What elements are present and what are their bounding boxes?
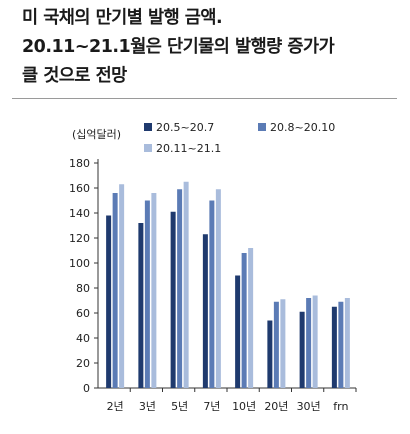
x-tick-label: 5년: [171, 400, 188, 413]
title-divider: [12, 98, 397, 99]
bar-frn-series-2: [338, 301, 344, 388]
bar-3년-series-2: [144, 200, 150, 388]
title-line-1: 미 국채의 만기별 발행 금액.: [22, 8, 223, 28]
bar-7년-series-1: [202, 234, 208, 388]
y-tick-label: 120: [69, 232, 90, 245]
legend-label-1: 20.5~20.7: [156, 121, 214, 134]
x-tick-label: 10년: [232, 400, 256, 413]
bar-3년-series-3: [151, 193, 157, 388]
y-tick-label: 0: [83, 382, 90, 395]
y-tick-label: 60: [76, 307, 90, 320]
title-line-3: 클 것으로 전망: [22, 66, 127, 86]
bar-20년-series-1: [267, 320, 273, 388]
legend-swatch-2: [258, 123, 266, 131]
x-tick-label: 2년: [107, 400, 124, 413]
x-tick-label: 20년: [264, 400, 288, 413]
bar-5년-series-3: [183, 181, 189, 388]
bar-20년-series-3: [280, 299, 286, 388]
bar-10년-series-1: [235, 275, 241, 388]
y-tick-label: 80: [76, 282, 90, 295]
bar-5년-series-2: [177, 189, 183, 388]
bar-20년-series-2: [273, 301, 279, 388]
y-tick-label: 40: [76, 332, 90, 345]
x-tick-label: 30년: [297, 400, 321, 413]
bar-30년-series-2: [306, 298, 312, 388]
bar-frn-series-3: [344, 298, 350, 388]
bar-7년-series-3: [215, 189, 221, 388]
bar-10년-series-2: [241, 253, 247, 388]
title-line-2: 20.11~21.1월은 단기물의 발행량 증가가: [22, 37, 335, 57]
y-axis-label: (십억달러): [72, 128, 121, 141]
bar-30년-series-1: [299, 311, 305, 388]
y-tick-label: 180: [69, 157, 90, 170]
y-tick-label: 20: [76, 357, 90, 370]
y-tick-label: 140: [69, 207, 90, 220]
bar-30년-series-3: [312, 295, 318, 388]
legend-swatch-3: [144, 144, 152, 152]
x-tick-label: 3년: [139, 400, 156, 413]
bar-frn-series-1: [331, 306, 337, 388]
bar-2년-series-3: [119, 184, 125, 388]
bar-5년-series-1: [170, 211, 176, 388]
legend-label-3: 20.11~21.1: [156, 142, 221, 155]
y-tick-label: 100: [69, 257, 90, 270]
chart-title: 미 국채의 만기별 발행 금액. 20.11~21.1월은 단기물의 발행량 증…: [22, 4, 402, 91]
x-tick-label: 7년: [203, 400, 220, 413]
bar-2년-series-1: [106, 215, 112, 388]
bar-3년-series-1: [138, 223, 144, 388]
legend-swatch-1: [144, 123, 152, 131]
legend-label-2: 20.8~20.10: [270, 121, 335, 134]
bar-2년-series-2: [112, 193, 118, 388]
bar-7년-series-2: [209, 200, 215, 388]
x-tick-label: frn: [333, 400, 348, 413]
bar-10년-series-3: [248, 248, 254, 388]
y-tick-label: 160: [69, 182, 90, 195]
